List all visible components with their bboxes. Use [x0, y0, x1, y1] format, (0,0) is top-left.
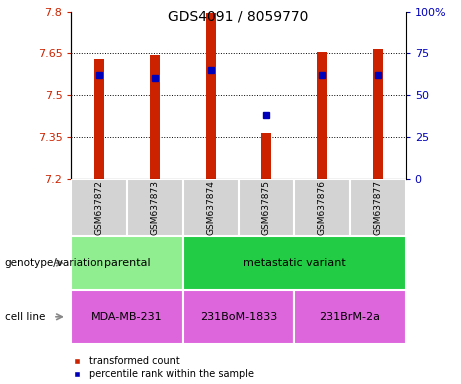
- Text: 231BoM-1833: 231BoM-1833: [200, 312, 277, 322]
- Bar: [150, 55, 160, 179]
- Text: GSM637872: GSM637872: [95, 180, 104, 235]
- Text: GSM637874: GSM637874: [206, 180, 215, 235]
- Text: GSM637877: GSM637877: [373, 180, 382, 235]
- Bar: [71, 179, 127, 236]
- Bar: [183, 179, 238, 236]
- Bar: [71, 290, 183, 344]
- Text: MDA-MB-231: MDA-MB-231: [91, 312, 163, 322]
- Bar: [261, 132, 272, 179]
- Bar: [238, 179, 294, 236]
- Text: 231BrM-2a: 231BrM-2a: [319, 312, 380, 322]
- Text: genotype/variation: genotype/variation: [5, 258, 104, 268]
- Bar: [350, 179, 406, 236]
- Bar: [71, 236, 183, 290]
- Bar: [183, 236, 406, 290]
- Bar: [294, 179, 350, 236]
- Bar: [127, 179, 183, 236]
- Bar: [373, 49, 383, 179]
- Text: GSM637875: GSM637875: [262, 180, 271, 235]
- Bar: [183, 290, 294, 344]
- Bar: [206, 13, 216, 179]
- Text: GDS4091 / 8059770: GDS4091 / 8059770: [168, 10, 309, 23]
- Text: parental: parental: [104, 258, 150, 268]
- Bar: [95, 59, 104, 179]
- Legend: transformed count, percentile rank within the sample: transformed count, percentile rank withi…: [67, 356, 254, 379]
- Bar: [294, 290, 406, 344]
- Text: GSM637873: GSM637873: [150, 180, 160, 235]
- Text: GSM637876: GSM637876: [318, 180, 327, 235]
- Bar: [317, 52, 327, 179]
- Text: cell line: cell line: [5, 312, 45, 322]
- Text: metastatic variant: metastatic variant: [243, 258, 346, 268]
